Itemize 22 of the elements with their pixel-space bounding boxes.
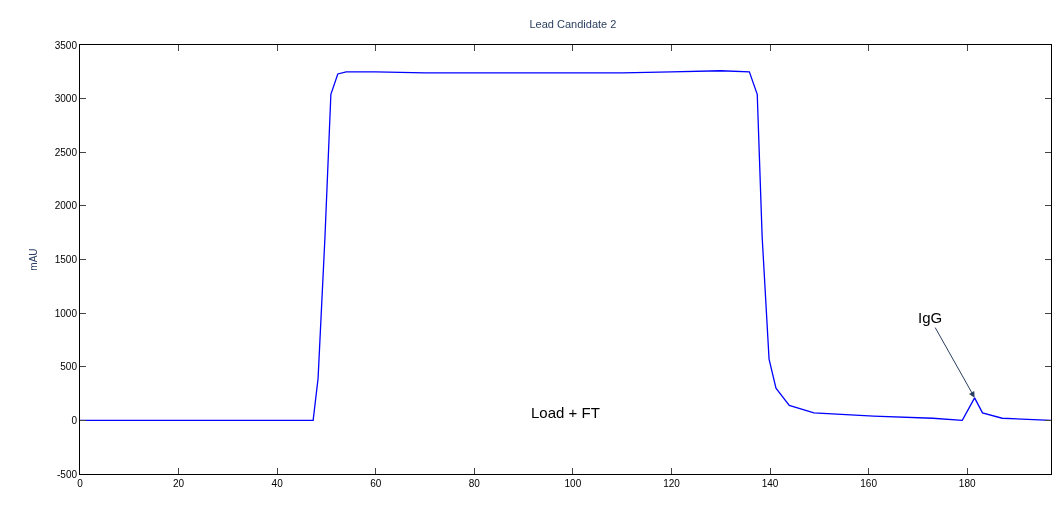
y-tick-label: 2000 [54,200,78,212]
x-tick-label: 100 [564,478,582,489]
x-tick-label: 180 [958,478,976,489]
x-tick-label: 40 [271,478,284,489]
annotation: Load + FT [531,404,600,421]
x-tick-label: 140 [761,478,779,489]
y-tick-label: 3000 [54,93,78,105]
x-tick-label: 80 [468,478,481,489]
annotation: IgG [918,309,943,326]
y-tick-label: 0 [71,414,78,426]
x-tick-label: 160 [860,478,878,489]
chart-title: Lead Candidate 2 [529,18,617,31]
y-tick-label: 500 [60,361,78,373]
y-tick-label: 2500 [54,146,78,158]
x-tick-label: 60 [370,478,382,489]
y-tick-label: 1500 [54,254,78,265]
x-tick-label: 20 [173,478,185,489]
y-tick-label: -500 [56,468,78,480]
x-tick-label: 120 [663,478,681,489]
y-tick-label: 3500 [54,39,78,51]
y-tick-label: 1000 [54,307,78,319]
y-axis-title: mAU [27,248,39,271]
